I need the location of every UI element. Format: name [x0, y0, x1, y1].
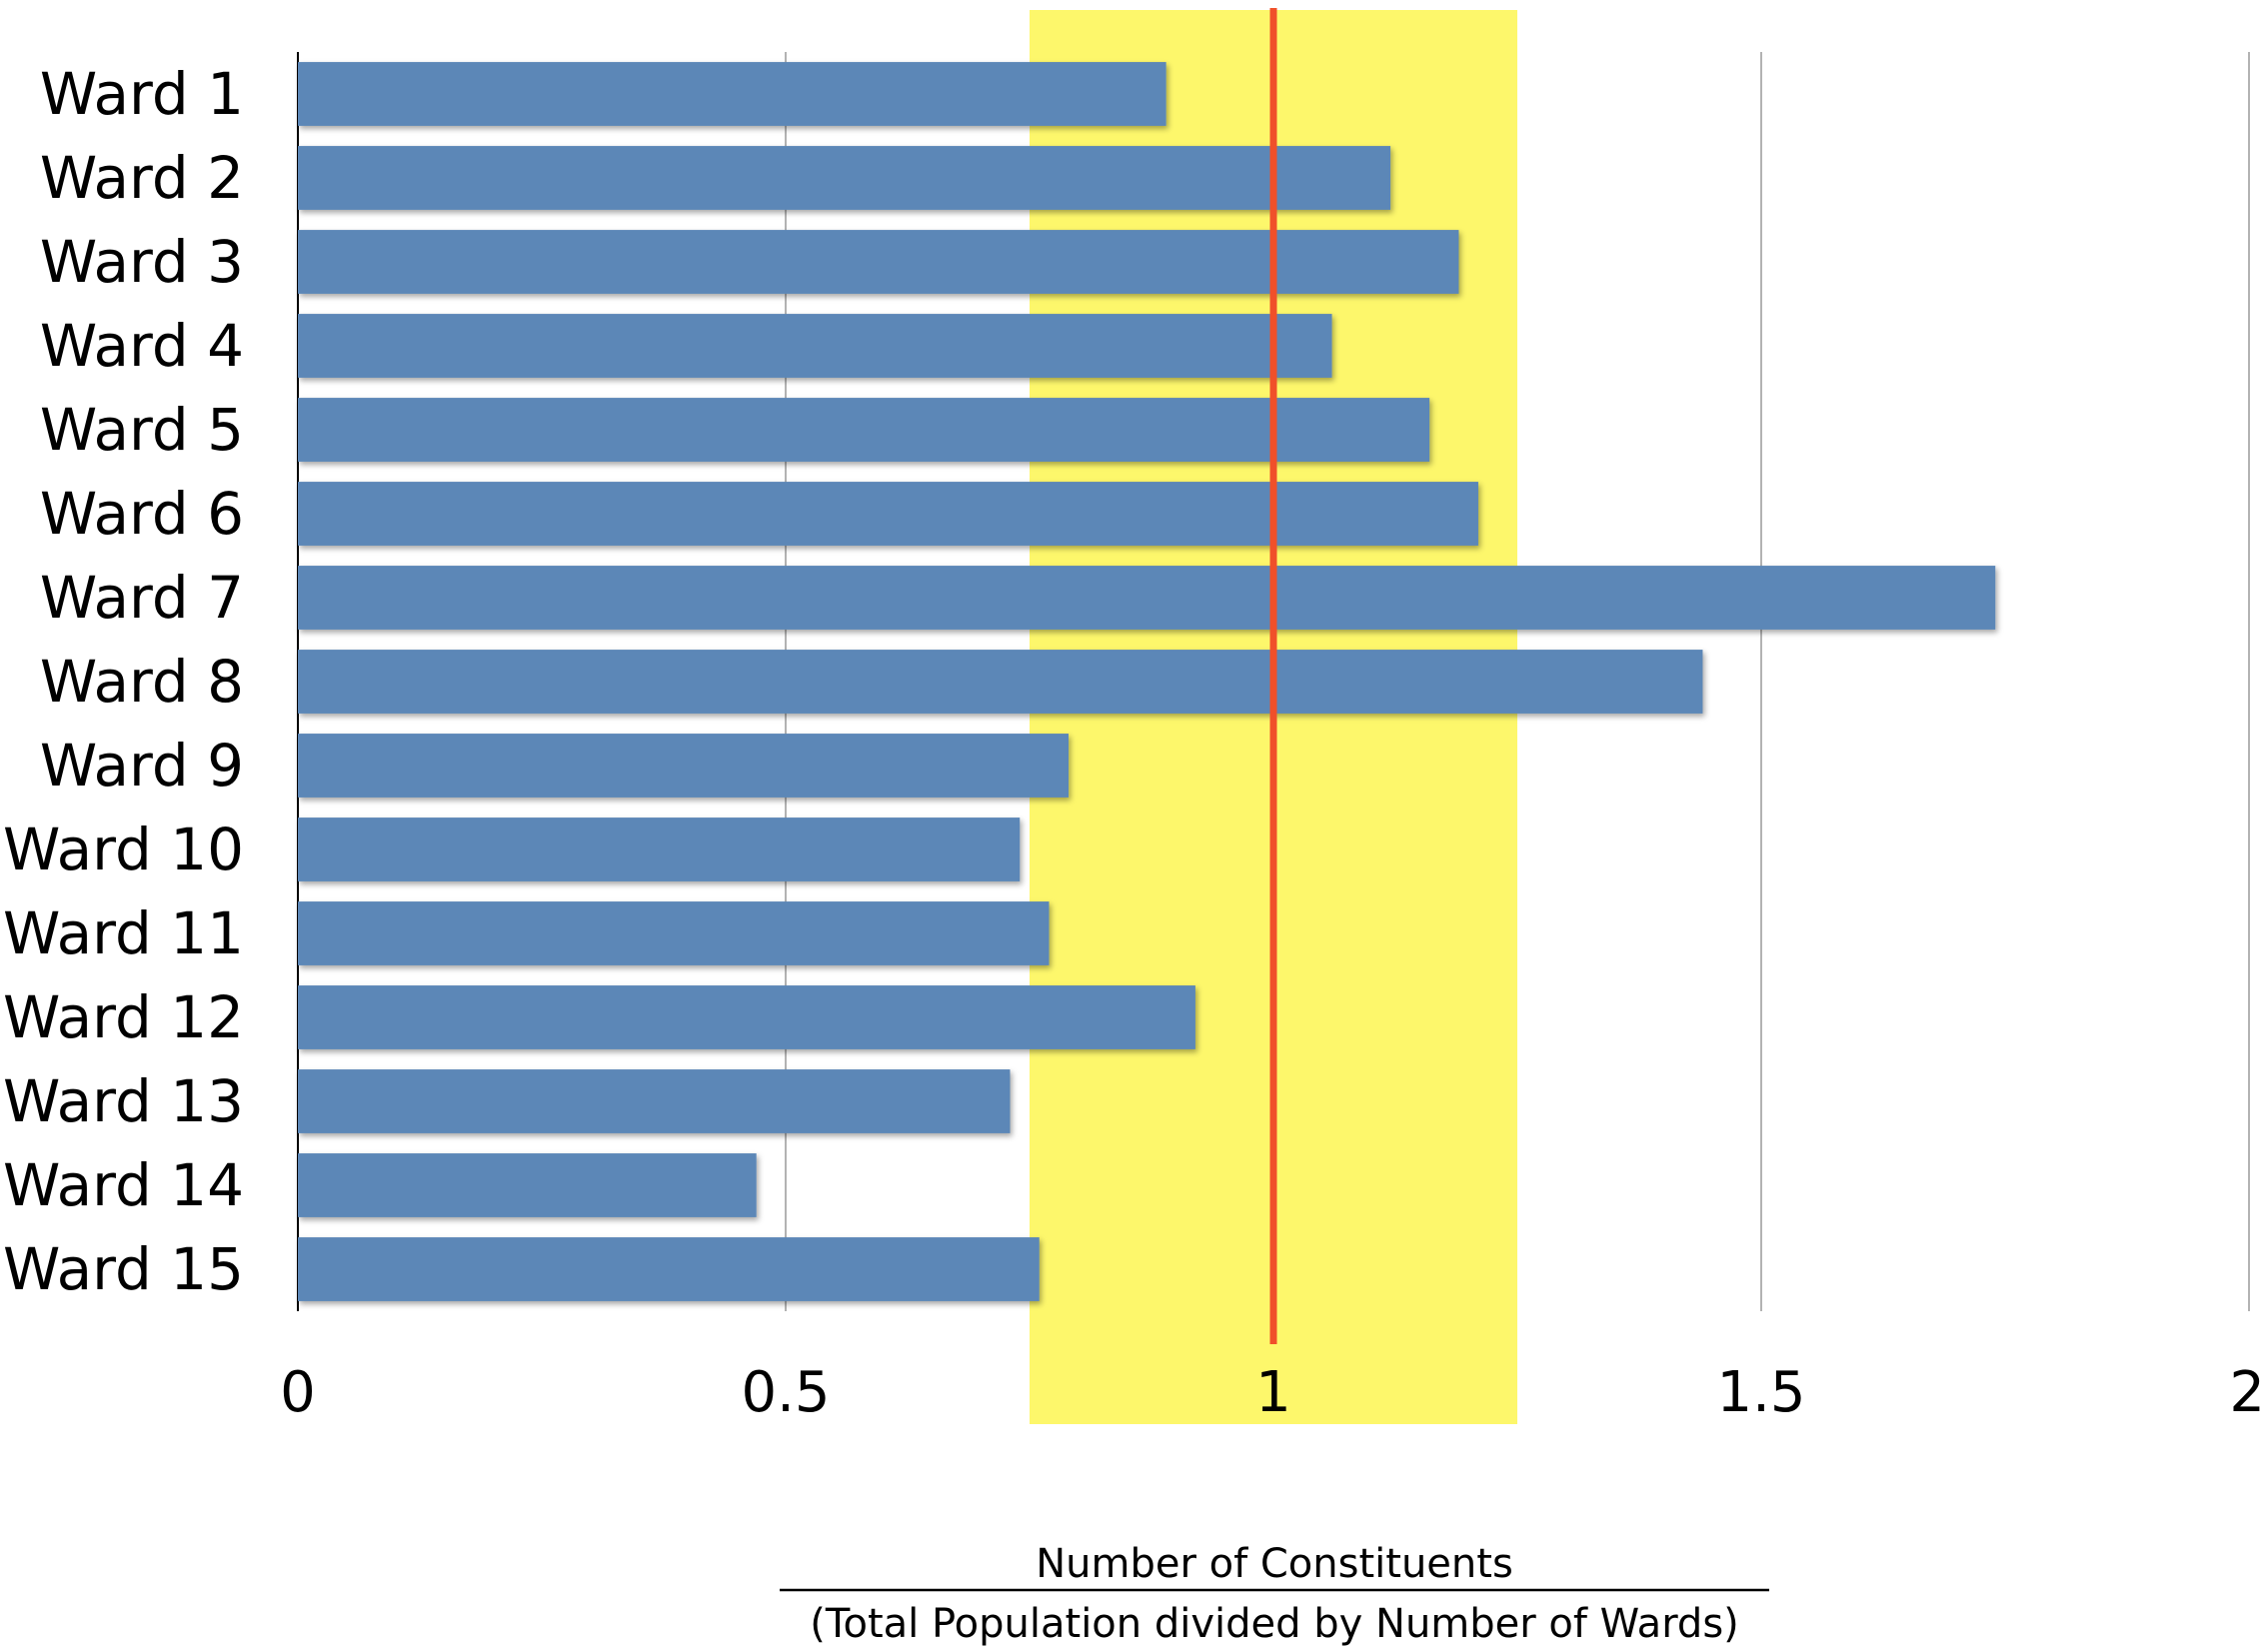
x-tick-labels: 0 0.5 1 1.5 2 [280, 1360, 2265, 1425]
category-label-13: Ward 13 [3, 1067, 244, 1135]
x-tick-label-4: 2 [2229, 1360, 2265, 1425]
category-label-3: Ward 3 [40, 228, 244, 296]
category-label-9: Ward 9 [40, 732, 244, 800]
x-tick-label-0: 0 [280, 1360, 316, 1425]
category-labels: Ward 1 Ward 2 Ward 3 Ward 4 Ward 5 Ward 6 Ward… [3, 60, 244, 1303]
bar-4 [298, 314, 1332, 378]
category-label-6: Ward 6 [40, 480, 244, 548]
x-tick-label-2: 1 [1255, 1360, 1291, 1425]
category-label-15: Ward 15 [3, 1235, 244, 1303]
category-label-8: Ward 8 [40, 648, 244, 716]
category-label-14: Ward 14 [3, 1151, 244, 1219]
bar-10 [298, 818, 1021, 881]
category-label-12: Ward 12 [3, 983, 244, 1051]
bar-12 [298, 985, 1195, 1049]
category-label-7: Ward 7 [40, 564, 244, 632]
x-axis-label-numerator: Number of Constituents [1036, 1541, 1513, 1587]
bar-5 [298, 398, 1430, 462]
bar-6 [298, 482, 1478, 546]
bars [298, 62, 1996, 1301]
category-label-2: Ward 2 [40, 144, 244, 212]
bar-2 [298, 146, 1391, 210]
category-label-10: Ward 10 [3, 816, 244, 883]
category-label-11: Ward 11 [3, 899, 244, 967]
bar-15 [298, 1237, 1040, 1301]
bar-8 [298, 650, 1703, 714]
category-label-4: Ward 4 [40, 312, 244, 380]
bar-11 [298, 901, 1050, 965]
x-tick-label-1: 0.5 [741, 1360, 830, 1425]
bar-13 [298, 1069, 1011, 1133]
bar-3 [298, 230, 1459, 294]
bar-1 [298, 62, 1166, 126]
bar-7 [298, 566, 1996, 630]
bar-14 [298, 1153, 757, 1217]
category-label-1: Ward 1 [40, 60, 244, 128]
x-tick-label-3: 1.5 [1716, 1360, 1805, 1425]
x-axis-label-denominator: (Total Population divided by Number of W… [810, 1601, 1739, 1647]
category-label-5: Ward 5 [40, 396, 244, 464]
bar-9 [298, 734, 1070, 798]
